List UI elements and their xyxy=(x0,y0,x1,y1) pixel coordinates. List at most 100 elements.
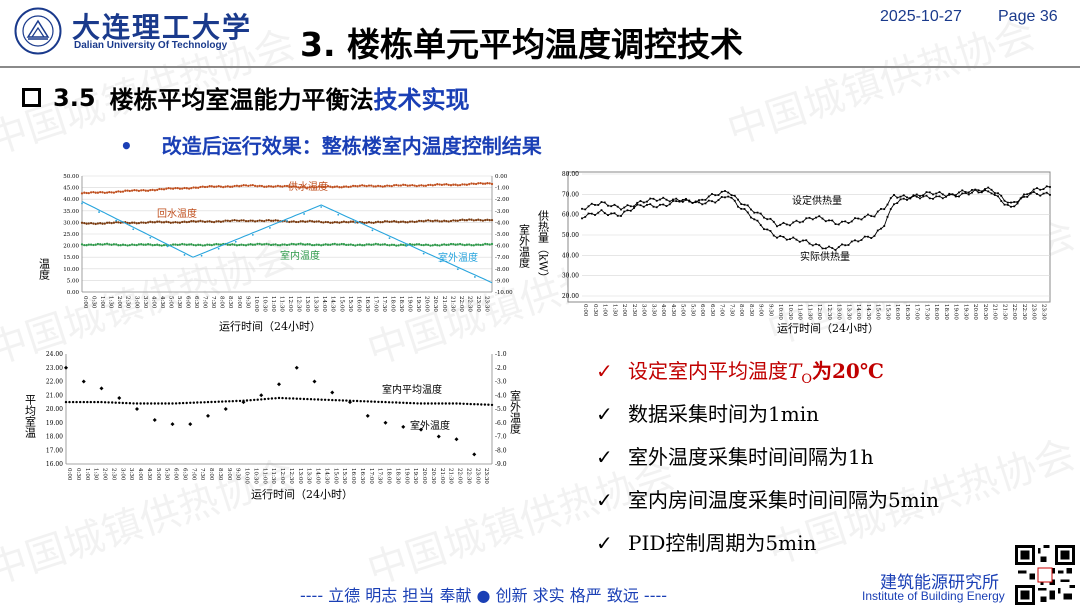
data-point xyxy=(456,184,459,187)
heat-point xyxy=(629,205,632,208)
outdoor-point xyxy=(330,390,335,395)
avg-indoor-point xyxy=(142,402,146,405)
data-point xyxy=(452,183,455,186)
x-tick-label: 22:30 xyxy=(465,468,471,484)
heat-point xyxy=(785,223,788,226)
y2-tick-label: -8.00 xyxy=(495,267,510,273)
chart3-xlabel: 运行时间（24小时） xyxy=(251,488,353,501)
data-point xyxy=(215,242,218,246)
x-tick-label: 17:30 xyxy=(377,468,383,484)
x-tick-label: 2:30 xyxy=(125,296,131,309)
avg-indoor-point xyxy=(437,402,440,405)
avg-indoor-point xyxy=(260,398,263,401)
x-tick-label: 5:00 xyxy=(155,468,161,481)
heat-point xyxy=(961,189,964,192)
avg-indoor-point xyxy=(132,402,135,405)
data-point xyxy=(458,218,462,222)
heat-point xyxy=(763,216,765,219)
heat-point xyxy=(977,191,980,194)
data-point xyxy=(249,219,252,222)
heat-point xyxy=(727,195,730,198)
heat-point xyxy=(990,188,993,191)
x-tick-label: 20:30 xyxy=(432,296,438,312)
heat-point xyxy=(659,198,661,201)
heat-point xyxy=(792,221,795,224)
data-point xyxy=(165,187,168,190)
heat-point xyxy=(694,200,697,203)
data-point xyxy=(447,183,450,187)
data-point xyxy=(415,243,418,246)
data-point xyxy=(372,243,375,246)
heat-point xyxy=(990,192,993,195)
legend-indoor-temp: 室内温度 xyxy=(280,249,320,262)
heat-point xyxy=(701,203,704,206)
data-point xyxy=(133,243,136,247)
variable-subscript: O xyxy=(801,372,813,387)
data-point xyxy=(217,243,220,246)
y-tick-label: 40.00 xyxy=(562,252,579,259)
x-tick-label: 19:30 xyxy=(412,468,418,484)
heat-point xyxy=(688,200,691,203)
data-point xyxy=(308,219,311,223)
data-point xyxy=(272,243,275,246)
heat-point xyxy=(795,238,798,241)
heat-point xyxy=(1019,197,1022,200)
heat-point xyxy=(867,213,869,216)
x-tick-label: 5:30 xyxy=(164,468,170,481)
data-point xyxy=(367,184,371,187)
data-point xyxy=(408,184,412,187)
series-outdoor xyxy=(64,365,477,457)
data-point xyxy=(351,243,355,247)
data-point xyxy=(210,220,213,224)
outdoor-temp-point xyxy=(320,206,323,208)
data-point xyxy=(299,220,302,223)
y-tick-label: 23.00 xyxy=(46,365,63,372)
data-point xyxy=(226,185,229,188)
avg-indoor-point xyxy=(231,400,234,403)
x-tick-label: 12:00 xyxy=(279,468,285,484)
data-point xyxy=(119,190,122,193)
heat-point xyxy=(815,216,817,219)
data-point xyxy=(470,182,473,185)
heat-point xyxy=(938,195,941,198)
heat-point xyxy=(613,212,616,215)
data-point xyxy=(349,243,352,246)
avg-indoor-point xyxy=(196,401,199,404)
heat-point xyxy=(636,201,639,204)
data-point xyxy=(399,220,403,223)
heat-point xyxy=(789,224,791,227)
y-tick-label: 22.00 xyxy=(46,379,63,386)
data-point xyxy=(376,220,380,223)
data-point xyxy=(258,242,261,246)
data-point xyxy=(185,243,188,246)
avg-indoor-point xyxy=(451,402,455,405)
data-point xyxy=(297,186,300,189)
y2-tick-label: -8.0 xyxy=(495,447,507,454)
heat-point xyxy=(603,212,606,214)
heat-point xyxy=(844,244,847,247)
y2-tick-label: -7.00 xyxy=(495,255,510,261)
y-tick-label: 21.00 xyxy=(46,392,63,399)
heat-point xyxy=(681,200,684,203)
outdoor-temp-point xyxy=(354,221,357,224)
x-tick-label: 5:00 xyxy=(167,296,173,309)
heat-point xyxy=(997,195,999,198)
data-point xyxy=(181,220,184,224)
avg-indoor-point xyxy=(352,399,355,403)
x-tick-label: 18:30 xyxy=(398,296,404,312)
heat-point xyxy=(665,205,668,208)
heat-point xyxy=(802,220,804,223)
outdoor-point xyxy=(152,418,157,422)
data-point xyxy=(174,186,177,190)
x-tick-label: 16:00 xyxy=(894,304,900,320)
data-point xyxy=(110,243,113,246)
x-tick-label: 22:00 xyxy=(1011,304,1017,320)
heat-point xyxy=(1013,205,1016,208)
heat-point xyxy=(597,211,600,214)
data-point xyxy=(176,221,179,224)
x-tick-label: 21:30 xyxy=(449,296,455,312)
data-point xyxy=(256,185,259,188)
data-point xyxy=(187,220,191,224)
heat-point xyxy=(639,204,642,207)
data-point xyxy=(272,219,275,222)
